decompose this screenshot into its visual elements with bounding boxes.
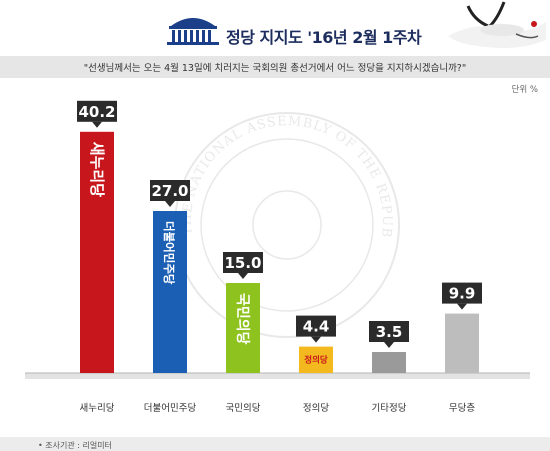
national-assembly-seal-watermark: THE NATIONAL ASSEMBLY OF THE REPUBLIC OF… — [0, 0, 400, 338]
value-callout-pointer-4 — [311, 336, 321, 343]
value-callout-3 — [223, 252, 263, 273]
value-callout-4 — [296, 315, 336, 337]
bar-chart: THE NATIONAL ASSEMBLY OF THE REPUBLIC OF… — [0, 0, 530, 414]
bar-6 — [445, 313, 479, 373]
value-callout-5 — [369, 321, 409, 342]
value-callout-pointer-1 — [92, 121, 102, 128]
value-callout-pointer-5 — [384, 342, 394, 348]
value-label-1: 40.2 — [78, 103, 115, 121]
value-callout-pointer-6 — [457, 303, 467, 310]
bar-4 — [299, 346, 333, 373]
unit-label: 단위 % — [511, 85, 538, 95]
category-label-1: 새누리당 — [80, 403, 115, 414]
bar-3 — [226, 283, 260, 373]
category-label-6: 무당층 — [449, 403, 475, 414]
crane-decoration — [448, 1, 546, 48]
bar-5 — [372, 352, 406, 373]
value-label-6: 9.9 — [449, 285, 476, 303]
bar-party-logo-3: 국민의당 — [234, 293, 251, 345]
bar-party-logo-2: 더불어민주당 — [162, 221, 176, 285]
value-label-5: 3.5 — [376, 323, 403, 341]
chart-title: 정당 지지도 '16년 2월 1주차 — [226, 28, 422, 47]
value-label-2: 27.0 — [151, 182, 188, 200]
seal-watermark-text: THE NATIONAL ASSEMBLY OF THE REPUBLIC OF… — [0, 0, 393, 239]
category-label-5: 기타정당 — [372, 403, 407, 414]
source-note: • 조사기관 : 리얼미터 — [38, 441, 112, 450]
value-callout-6 — [442, 282, 482, 304]
survey-question: "선생님께서는 오는 4월 13일에 치러지는 국회의원 총선거에서 어느 정당… — [83, 63, 467, 74]
category-label-4: 정의당 — [303, 403, 329, 414]
bar-party-logo-4: 정의당 — [304, 355, 328, 366]
value-label-3: 15.0 — [224, 254, 261, 272]
svg-text:THE NATIONAL ASSEMBLY OF THE R: THE NATIONAL ASSEMBLY OF THE REPUBLIC OF… — [0, 0, 394, 239]
bar-1 — [80, 131, 114, 373]
question-band — [0, 56, 550, 78]
value-callout-pointer-2 — [165, 201, 175, 207]
value-callout-pointer-3 — [238, 273, 248, 279]
category-label-3: 국민의당 — [226, 403, 261, 414]
value-label-4: 4.4 — [303, 318, 330, 336]
footer-band — [0, 437, 550, 451]
value-callout-1 — [77, 100, 117, 122]
bar-2 — [153, 211, 187, 373]
header — [0, 0, 550, 56]
bar-party-logo-1: 새누리당 — [88, 142, 106, 197]
category-label-2: 더불어민주당 — [144, 403, 197, 414]
baseline-shadow — [25, 373, 530, 379]
national-assembly-logo — [167, 18, 219, 45]
value-callout-2 — [150, 180, 190, 201]
